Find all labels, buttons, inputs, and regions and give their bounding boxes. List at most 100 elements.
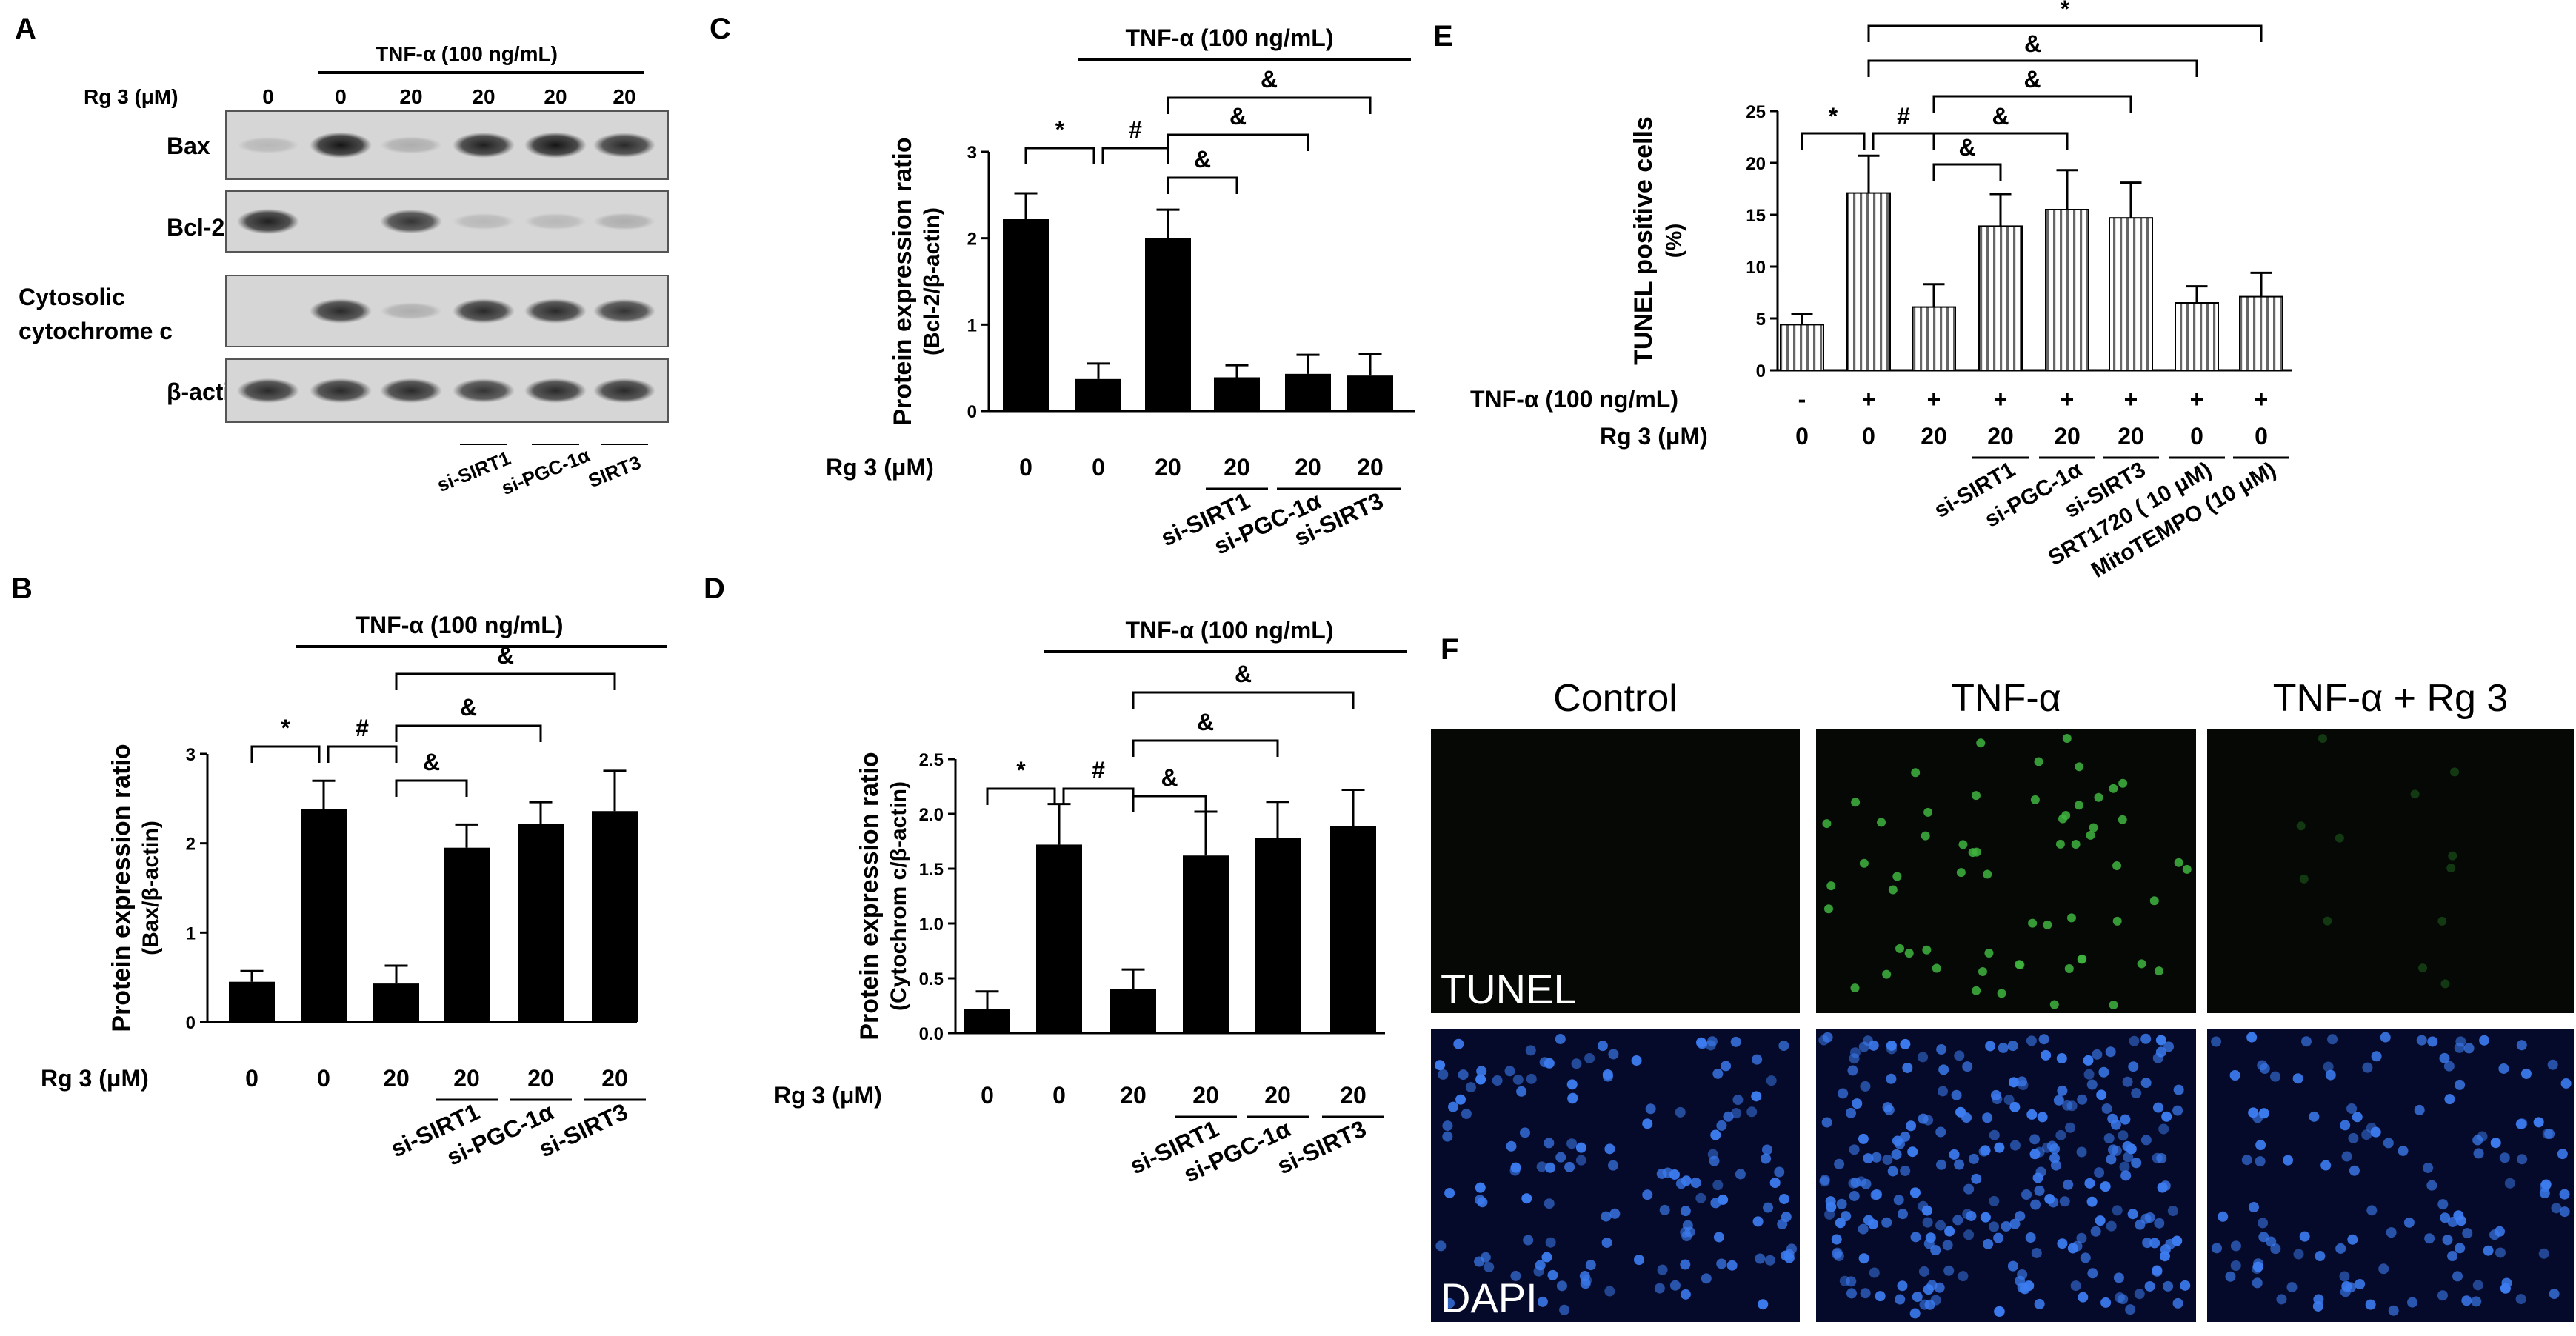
dose-value: 20 [472,85,495,108]
cell-nucleus [1848,1178,1859,1189]
significance-bracket [1932,163,2002,181]
tnf-sign: + [1994,386,2008,413]
cell-nucleus [1849,1190,1860,1201]
cell-nucleus [1713,1232,1724,1243]
cell-nucleus [2061,810,2071,820]
cell-nucleus [2123,1152,2134,1163]
cell-nucleus [1921,1205,1932,1216]
cell-nucleus [2026,1035,2037,1046]
tnf-label: TNF-α (100 ng/mL) [356,612,564,638]
cell-nucleus [1690,1178,1701,1189]
cell-nucleus [2100,1297,2112,1308]
cell-nucleus [1902,1062,1913,1073]
dose-value: 20 [613,85,635,108]
cell-nucleus [1571,1058,1582,1069]
cell-nucleus [1597,1041,1608,1052]
cell-nucleus [2301,1036,2312,1047]
cell-nucleus [1465,1082,1476,1093]
cell-nucleus [2032,1172,2043,1183]
blot-row-label: Bcl-2 [167,214,224,241]
significance-bracket [1872,132,1935,150]
cell-nucleus [2386,1227,2397,1238]
cell-nucleus [1438,1069,1449,1080]
cell-nucleus [2471,1296,2482,1307]
blot-band [593,213,655,230]
cell-nucleus [1918,1266,1929,1277]
cell-nucleus [2131,1088,2142,1099]
cell-nucleus [2025,1232,2036,1243]
cell-nucleus [2108,1144,2119,1155]
cell-nucleus [2463,1043,2475,1054]
cell-nucleus [2154,966,2163,976]
cell-nucleus [2154,1218,2165,1229]
bar [2109,217,2153,372]
cell-nucleus [2255,1156,2266,1167]
bar [1145,238,1191,411]
cell-nucleus [1922,1217,1933,1228]
dose-value: 20 [1921,423,1947,450]
si-label: si-PGC-1α [498,444,593,499]
cell-nucleus [2167,1205,2178,1216]
panel-e-letter: E [1433,20,1453,53]
cell-nucleus [2106,1154,2117,1165]
cell-nucleus [2559,1206,2570,1218]
cell-nucleus [1555,1033,1566,1044]
cell-nucleus [2163,1280,2174,1292]
blot-band [593,378,655,404]
cell-nucleus [2140,1078,2152,1089]
column-title: TNF-α [1951,677,2061,720]
cell-nucleus [1476,1066,1487,1077]
cell-nucleus [2090,1226,2101,1237]
cell-nucleus [1746,1106,1758,1118]
cell-nucleus [1826,881,1836,891]
dose-value: 0 [262,85,274,108]
cell-nucleus [2437,916,2447,926]
y-tick-label: 3 [186,745,196,765]
cell-nucleus [1766,1075,1777,1086]
cell-nucleus [2159,1251,2170,1262]
cell-nucleus [2172,1235,2183,1246]
cell-nucleus [1564,1161,1575,1172]
si-label: SIRT3 [585,451,644,492]
cell-nucleus [1900,1038,1911,1049]
cell-nucleus [1985,1041,1996,1052]
cell-nucleus [2076,1232,2087,1243]
cell-nucleus [1716,1258,1727,1269]
cell-nucleus [1877,818,1886,827]
cell-nucleus [1533,1266,1544,1277]
cell-nucleus [2440,979,2450,989]
cell-nucleus [2366,1205,2378,1216]
cell-nucleus [1895,1294,1906,1305]
cell-nucleus [2380,1032,2391,1043]
micrograph [2207,729,2574,1013]
cell-nucleus [1858,1133,1869,1144]
cell-nucleus [2296,821,2306,831]
blot-band [593,133,655,158]
cell-nucleus [2113,1272,2124,1283]
cell-nucleus [1544,1138,1555,1149]
cell-nucleus [2038,1034,2049,1045]
cell-nucleus [2080,1252,2091,1263]
cell-nucleus [2118,1130,2129,1141]
sig-hash: # [356,715,369,741]
cell-nucleus [1882,969,1892,979]
cell-nucleus [1480,1252,1491,1263]
cell-nucleus [1861,1178,1872,1189]
cell-nucleus [1755,1253,1766,1264]
cell-nucleus [2057,1085,2068,1096]
panel-a-letter: A [15,13,36,45]
cell-nucleus [2230,1240,2241,1252]
cell-nucleus [1761,1153,1772,1164]
cell-nucleus [1900,1165,1911,1176]
cell-nucleus [2479,1035,2490,1046]
cell-nucleus [1892,872,1902,881]
blot-band [310,298,372,324]
cell-nucleus [1980,1145,1991,1156]
cell-nucleus [1938,1064,1949,1075]
significance-bracket [395,779,468,797]
cell-nucleus [1819,1175,1830,1186]
panel-d-letter: D [704,572,725,605]
cell-nucleus [2371,1051,2382,1062]
cell-nucleus [1608,1049,1619,1060]
